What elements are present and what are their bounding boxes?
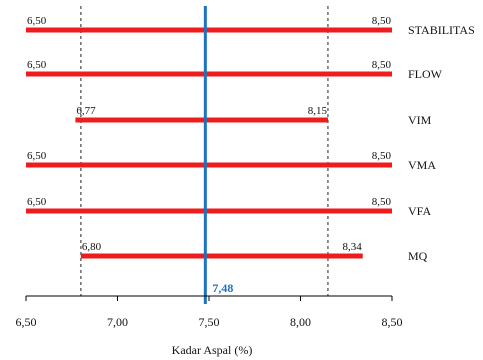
x-tick-label: 8,50 bbox=[382, 315, 403, 329]
bar-end-label: 8,50 bbox=[372, 59, 392, 71]
series-label: VFA bbox=[408, 204, 431, 218]
bar-end-label: 8,50 bbox=[372, 15, 392, 27]
series-label: VMA bbox=[408, 158, 436, 172]
bar-start-label: 6,50 bbox=[27, 150, 47, 162]
bar bbox=[26, 71, 392, 77]
bar bbox=[75, 117, 328, 123]
x-tick-label: 7,50 bbox=[199, 315, 220, 329]
bar bbox=[80, 253, 363, 259]
x-tick-label: 8,00 bbox=[290, 315, 311, 329]
bar bbox=[26, 27, 392, 33]
bar-end-label: 8,50 bbox=[372, 150, 392, 162]
bar-start-label: 6,50 bbox=[27, 196, 47, 208]
series-label: MQ bbox=[408, 249, 428, 263]
bar bbox=[26, 208, 392, 214]
series-label: VIM bbox=[408, 113, 432, 127]
series-label: FLOW bbox=[408, 67, 443, 81]
bar-end-label: 8,50 bbox=[372, 196, 392, 208]
x-tick-label: 7,00 bbox=[107, 315, 128, 329]
x-tick-label: 6,50 bbox=[16, 315, 37, 329]
bar-end-label: 8,34 bbox=[342, 241, 362, 253]
bar bbox=[26, 162, 392, 168]
optimum-label: 7,48 bbox=[212, 281, 233, 295]
bar-start-label: 6,77 bbox=[76, 105, 96, 117]
bar-end-label: 8,15 bbox=[308, 105, 328, 117]
bar-start-label: 6,50 bbox=[27, 15, 47, 27]
x-axis-title: Kadar Aspal (%) bbox=[172, 343, 253, 357]
series-label: STABILITAS bbox=[408, 23, 475, 37]
bar-start-label: 6,50 bbox=[27, 59, 47, 71]
bar-start-label: 6,80 bbox=[82, 241, 102, 253]
